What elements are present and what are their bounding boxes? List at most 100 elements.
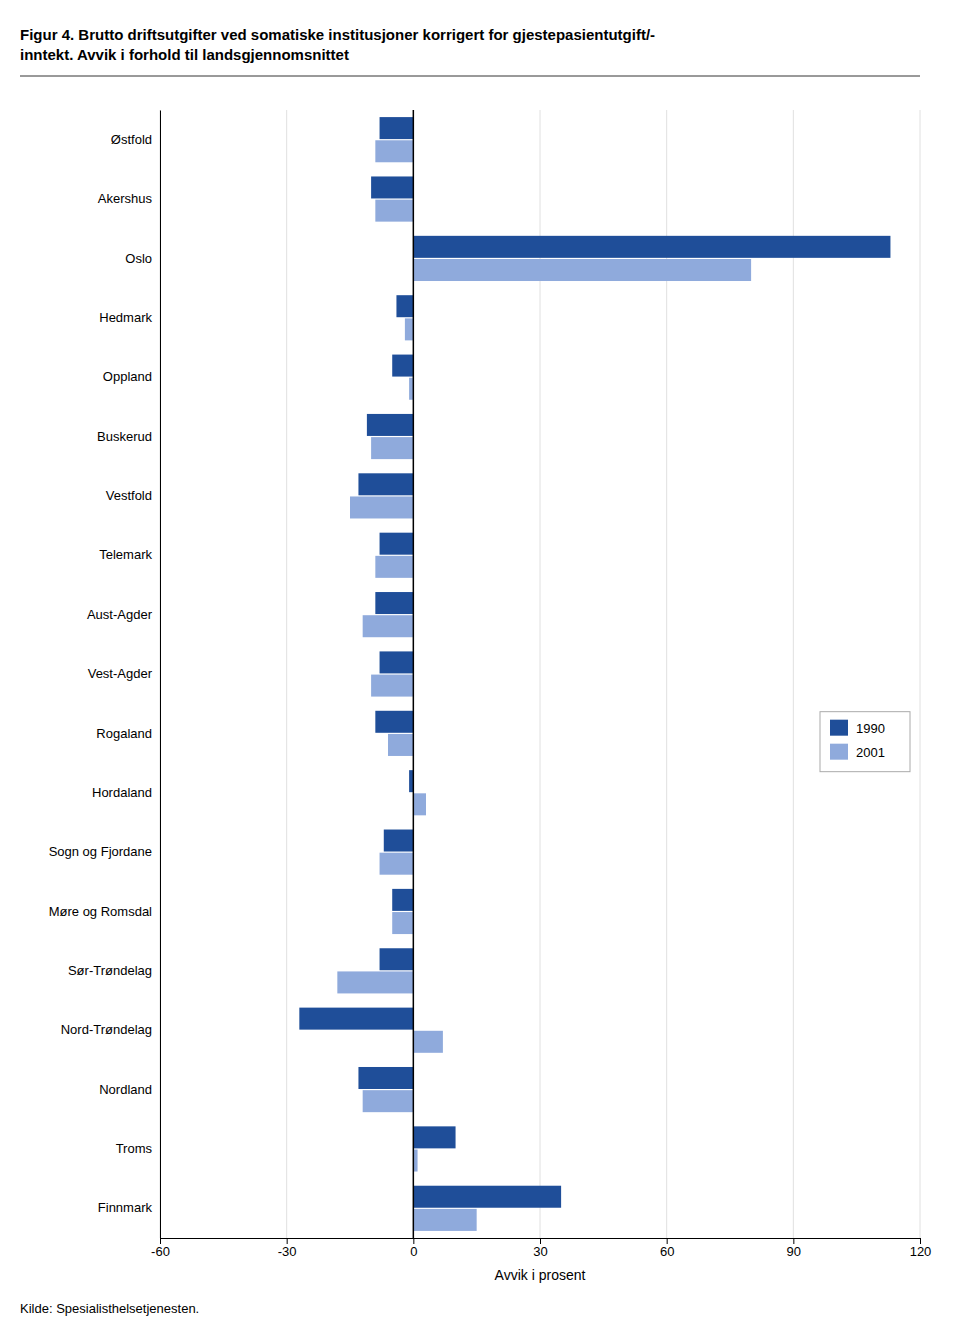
y-tick: Aust-Agder (87, 607, 160, 622)
grid-line (793, 110, 794, 1238)
bar (392, 889, 413, 911)
y-tick: Akershus (98, 191, 160, 206)
grid-line (920, 110, 921, 1238)
grid (160, 110, 920, 1238)
bar (380, 651, 414, 673)
tick-label: Vest-Agder (88, 666, 153, 681)
bar (405, 318, 413, 340)
tick-label: -60 (151, 1244, 170, 1259)
tick-label: Rogaland (96, 726, 152, 741)
tick-label: 0 (410, 1244, 417, 1259)
legend-swatch (830, 744, 848, 760)
bar (375, 200, 413, 222)
y-tick: Nord-Trøndelag (61, 1022, 160, 1037)
y-tick: Finnmark (98, 1200, 160, 1215)
bar (363, 1090, 414, 1112)
bar (375, 556, 413, 578)
tick-label: Vestfold (106, 488, 152, 503)
legend-item: 1990 (830, 720, 885, 736)
bar (384, 830, 414, 852)
y-tick: Hordaland (92, 785, 160, 800)
x-tick: 90 (787, 1238, 801, 1259)
y-tick: Buskerud (97, 429, 160, 444)
y-tick: Hedmark (99, 310, 160, 325)
x-tick: 60 (660, 1238, 674, 1259)
bar (299, 1008, 413, 1030)
bar (380, 533, 414, 555)
tick-label: Møre og Romsdal (49, 904, 152, 919)
bar (396, 295, 413, 317)
legend-item: 2001 (830, 744, 885, 760)
bar (371, 675, 413, 697)
bar (392, 912, 413, 934)
legend-swatch (830, 720, 848, 736)
bar (392, 355, 413, 377)
tick-mark (667, 1238, 668, 1244)
bar (413, 236, 890, 258)
chart-container: Figur 4. Brutto driftsutgifter ved somat… (0, 0, 960, 1338)
plot: -60 -30 0 30 60 90 120 Østfold Akershus Oslo Hedma… (49, 110, 932, 1283)
bar (350, 496, 413, 518)
tick-label: -30 (278, 1244, 297, 1259)
axis-line (160, 111, 161, 1239)
annotation: Kilde: Spesialisthelsetjenesten. (20, 1301, 199, 1316)
tick-label: 60 (660, 1244, 674, 1259)
bar (337, 971, 413, 993)
legend: 1990 2001 (820, 712, 910, 772)
tick-label: Nord-Trøndelag (61, 1022, 152, 1037)
bar (375, 140, 413, 162)
tick-label: Sogn og Fjordane (49, 844, 152, 859)
tick-label: Akershus (98, 191, 153, 206)
bar (375, 711, 413, 733)
bar (363, 615, 414, 637)
tick-mark (287, 1238, 288, 1244)
bar (388, 734, 413, 756)
grid-line (286, 110, 287, 1238)
axis-line (161, 1239, 921, 1245)
grid-line (160, 110, 161, 1238)
x-tick: -60 (151, 1238, 170, 1259)
tick-label: Buskerud (97, 429, 152, 444)
tick-mark (540, 1238, 541, 1244)
legend-label: 2001 (856, 745, 885, 760)
tick-mark (413, 1238, 414, 1244)
title-group: Figur 4. Brutto driftsutgifter ved somat… (20, 26, 920, 76)
legend-label: 1990 (856, 721, 885, 736)
y-tick: Vestfold (106, 488, 160, 503)
title-rule (20, 76, 920, 77)
x-tick: 120 (910, 1238, 932, 1259)
bar (380, 853, 414, 875)
bar-series (337, 140, 751, 1231)
x-axis: -60 -30 0 30 60 90 120 (151, 1238, 931, 1259)
tick-label: Hedmark (99, 310, 152, 325)
bars (299, 117, 890, 1231)
x-tick: -30 (278, 1238, 297, 1259)
tick-label: Oslo (125, 251, 152, 266)
tick-label: Finnmark (98, 1200, 153, 1215)
bar (413, 1209, 476, 1231)
y-tick: Oslo (125, 251, 160, 266)
x-tick: 0 (410, 1238, 417, 1259)
tick-label: Telemark (99, 547, 152, 562)
tick-mark (920, 1238, 921, 1244)
bar (371, 176, 413, 198)
chart-svg: Figur 4. Brutto driftsutgifter ved somat… (0, 0, 960, 1338)
grid-line (413, 110, 414, 1238)
bar-series (299, 117, 890, 1208)
bar (367, 414, 413, 436)
y-tick: Østfold (111, 132, 160, 147)
y-tick: Vest-Agder (88, 666, 160, 681)
tick-label: Troms (116, 1141, 153, 1156)
tick-label: 90 (787, 1244, 801, 1259)
title: Figur 4. Brutto driftsutgifter ved somat… (20, 26, 655, 43)
x-axis-label: Avvik i prosent (495, 1267, 586, 1283)
bar (413, 1126, 455, 1148)
zero-line (413, 110, 415, 1238)
x-tick: 30 (533, 1238, 547, 1259)
bar (413, 1186, 561, 1208)
tick-label: Nordland (99, 1082, 152, 1097)
tick-label: 120 (910, 1244, 932, 1259)
y-tick: Troms (116, 1141, 160, 1156)
title: inntekt. Avvik i forhold til landsgjenno… (20, 46, 349, 63)
tick-label: Hordaland (92, 785, 152, 800)
